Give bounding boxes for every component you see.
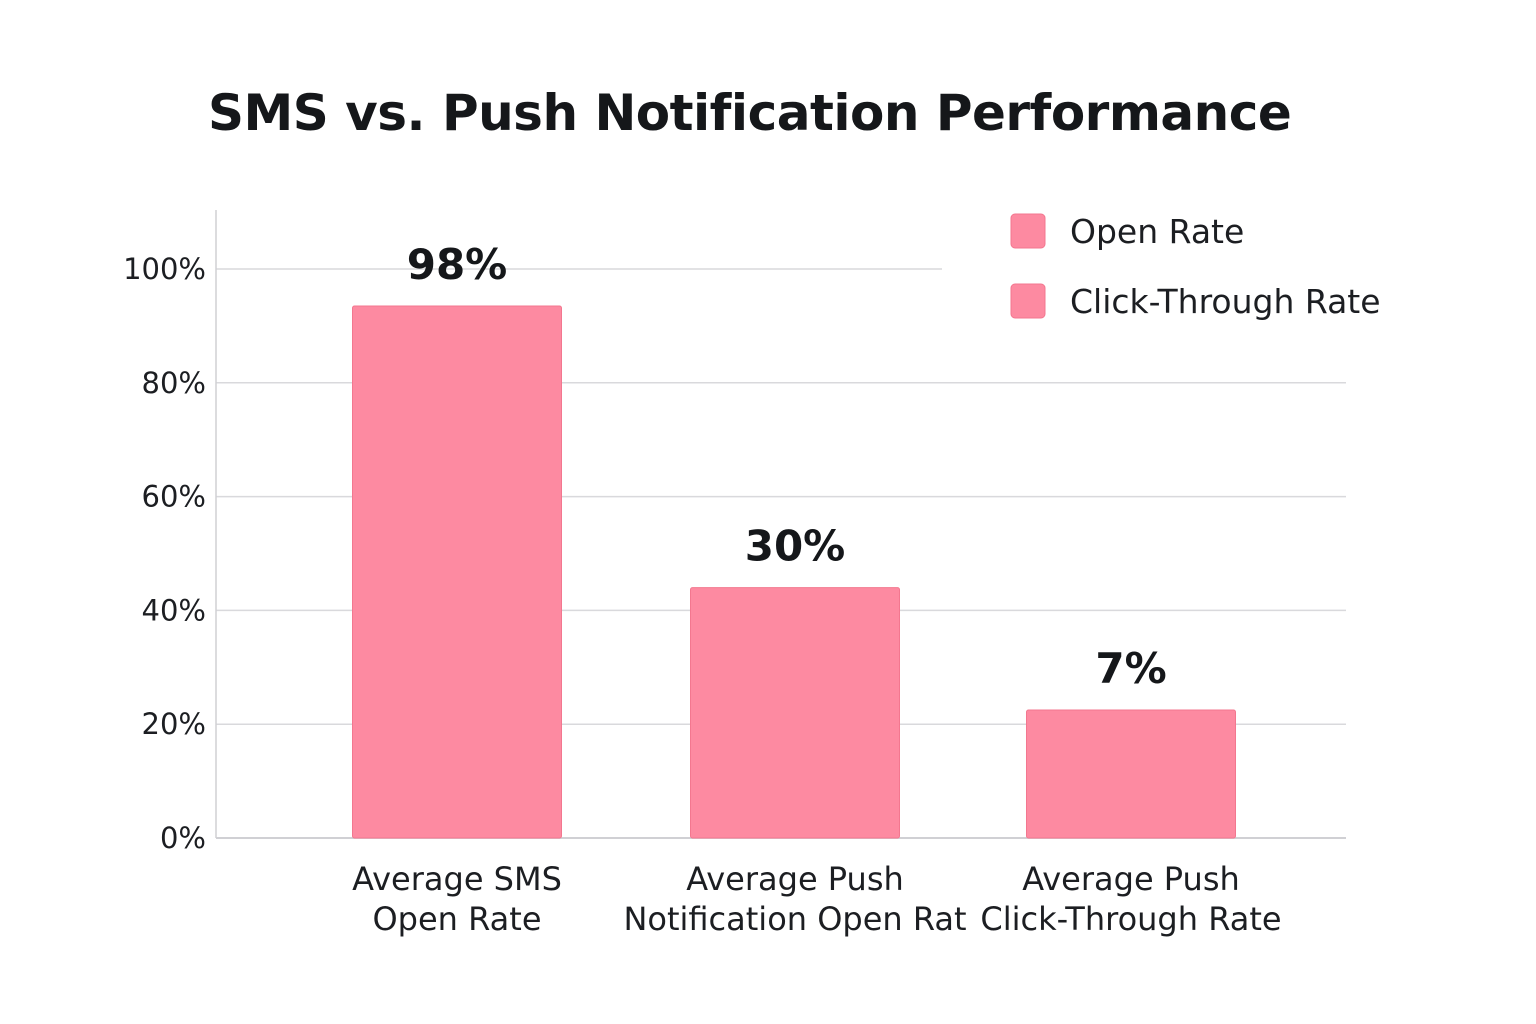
legend-swatch xyxy=(1010,213,1046,249)
bar xyxy=(352,305,562,839)
y-tick-label: 40% xyxy=(142,593,206,627)
data-label: 98% xyxy=(407,240,508,289)
chart-title: SMS vs. Push Notification Performance xyxy=(208,84,1292,142)
y-tick-label: 100% xyxy=(123,252,206,286)
category-label: Average SMS xyxy=(352,860,562,898)
data-label: 7% xyxy=(1095,644,1166,693)
category-label: Open Rate xyxy=(372,900,541,938)
data-label: 30% xyxy=(745,522,846,571)
y-tick-labels: 0% 20% 40% 60% 80% 100% xyxy=(123,252,206,855)
category-label: Average Push xyxy=(1022,860,1240,898)
bar xyxy=(690,587,900,839)
data-labels: 98% 30% 7% xyxy=(407,240,1167,693)
bars xyxy=(352,305,1236,839)
category-label: Click-Through Rate xyxy=(980,900,1281,938)
y-tick-label: 80% xyxy=(142,366,206,400)
legend-label: Click-Through Rate xyxy=(1070,282,1381,321)
category-label: Notification Open Rat xyxy=(623,900,966,938)
bar xyxy=(1026,709,1236,839)
category-label: Average Push xyxy=(686,860,904,898)
legend-label: Open Rate xyxy=(1070,212,1244,251)
y-tick-label: 60% xyxy=(142,480,206,514)
legend-swatch xyxy=(1010,283,1046,319)
legend: Open Rate Click-Through Rate xyxy=(1010,212,1381,321)
y-tick-label: 20% xyxy=(142,707,206,741)
y-tick-label: 0% xyxy=(160,821,206,855)
